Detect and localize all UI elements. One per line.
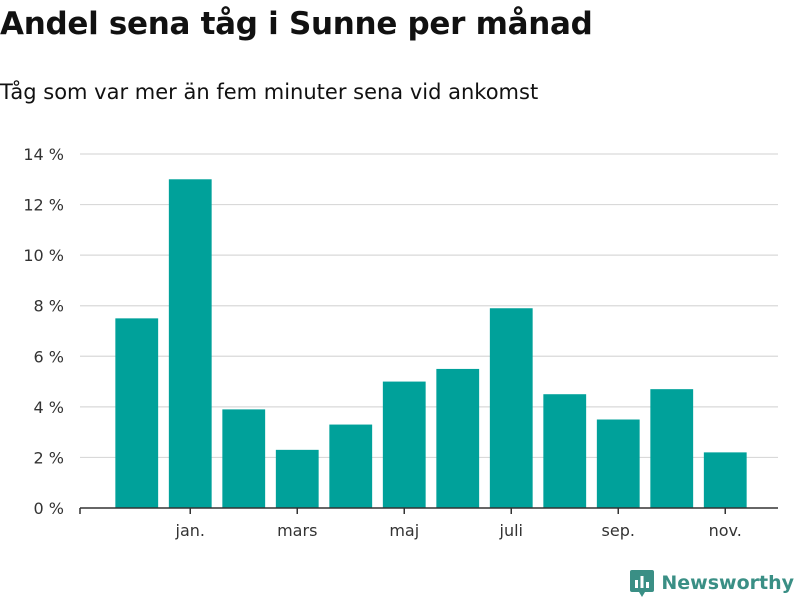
x-tick-label: sep.	[602, 521, 635, 540]
bar-feb.	[222, 409, 266, 508]
y-tick-label: 4 %	[34, 398, 64, 417]
bar-apr.	[329, 424, 373, 508]
bar-chart: 0 % 2 % 4 % 6 % 8 % 10 % 12 % 14 % jan. mars maj ju…	[23, 145, 778, 540]
bar-maj	[382, 381, 426, 508]
y-tick-label: 8 %	[34, 297, 64, 316]
x-tick-label: nov.	[709, 521, 742, 540]
chart-title: Andel sena tåg i Sunne per månad	[0, 6, 593, 42]
axes: 0 % 2 % 4 % 6 % 8 % 10 % 12 % 14 % jan. mars maj ju…	[23, 145, 778, 540]
y-tick-label: 14 %	[23, 145, 64, 164]
y-tick-label: 10 %	[23, 246, 64, 265]
bar-dec.	[115, 318, 159, 508]
bar-nov.	[703, 452, 747, 508]
bar-okt.	[650, 389, 694, 508]
chart-subtitle: Tåg som var mer än fem minuter sena vid …	[0, 80, 539, 104]
bar-jan.	[168, 179, 212, 509]
bar-juni	[436, 368, 480, 508]
brand-logo: Newsworthy	[629, 567, 794, 599]
y-tick-label: 2 %	[34, 448, 64, 467]
y-tick-label: 0 %	[34, 499, 64, 518]
brand-name: Newsworthy	[661, 572, 794, 594]
x-tick-label: jan.	[175, 521, 205, 540]
y-tick-label: 12 %	[23, 196, 64, 215]
y-tick-label: 6 %	[34, 347, 64, 366]
newsworthy-logo-icon	[630, 570, 655, 597]
x-tick-label: mars	[277, 521, 317, 540]
bar-mars	[275, 449, 319, 508]
x-tick-label: maj	[389, 521, 419, 540]
bar-juli	[489, 308, 533, 508]
bar-aug.	[543, 394, 587, 508]
bar-sep.	[596, 419, 640, 508]
x-tick-label: juli	[499, 521, 523, 540]
bars	[115, 179, 747, 509]
